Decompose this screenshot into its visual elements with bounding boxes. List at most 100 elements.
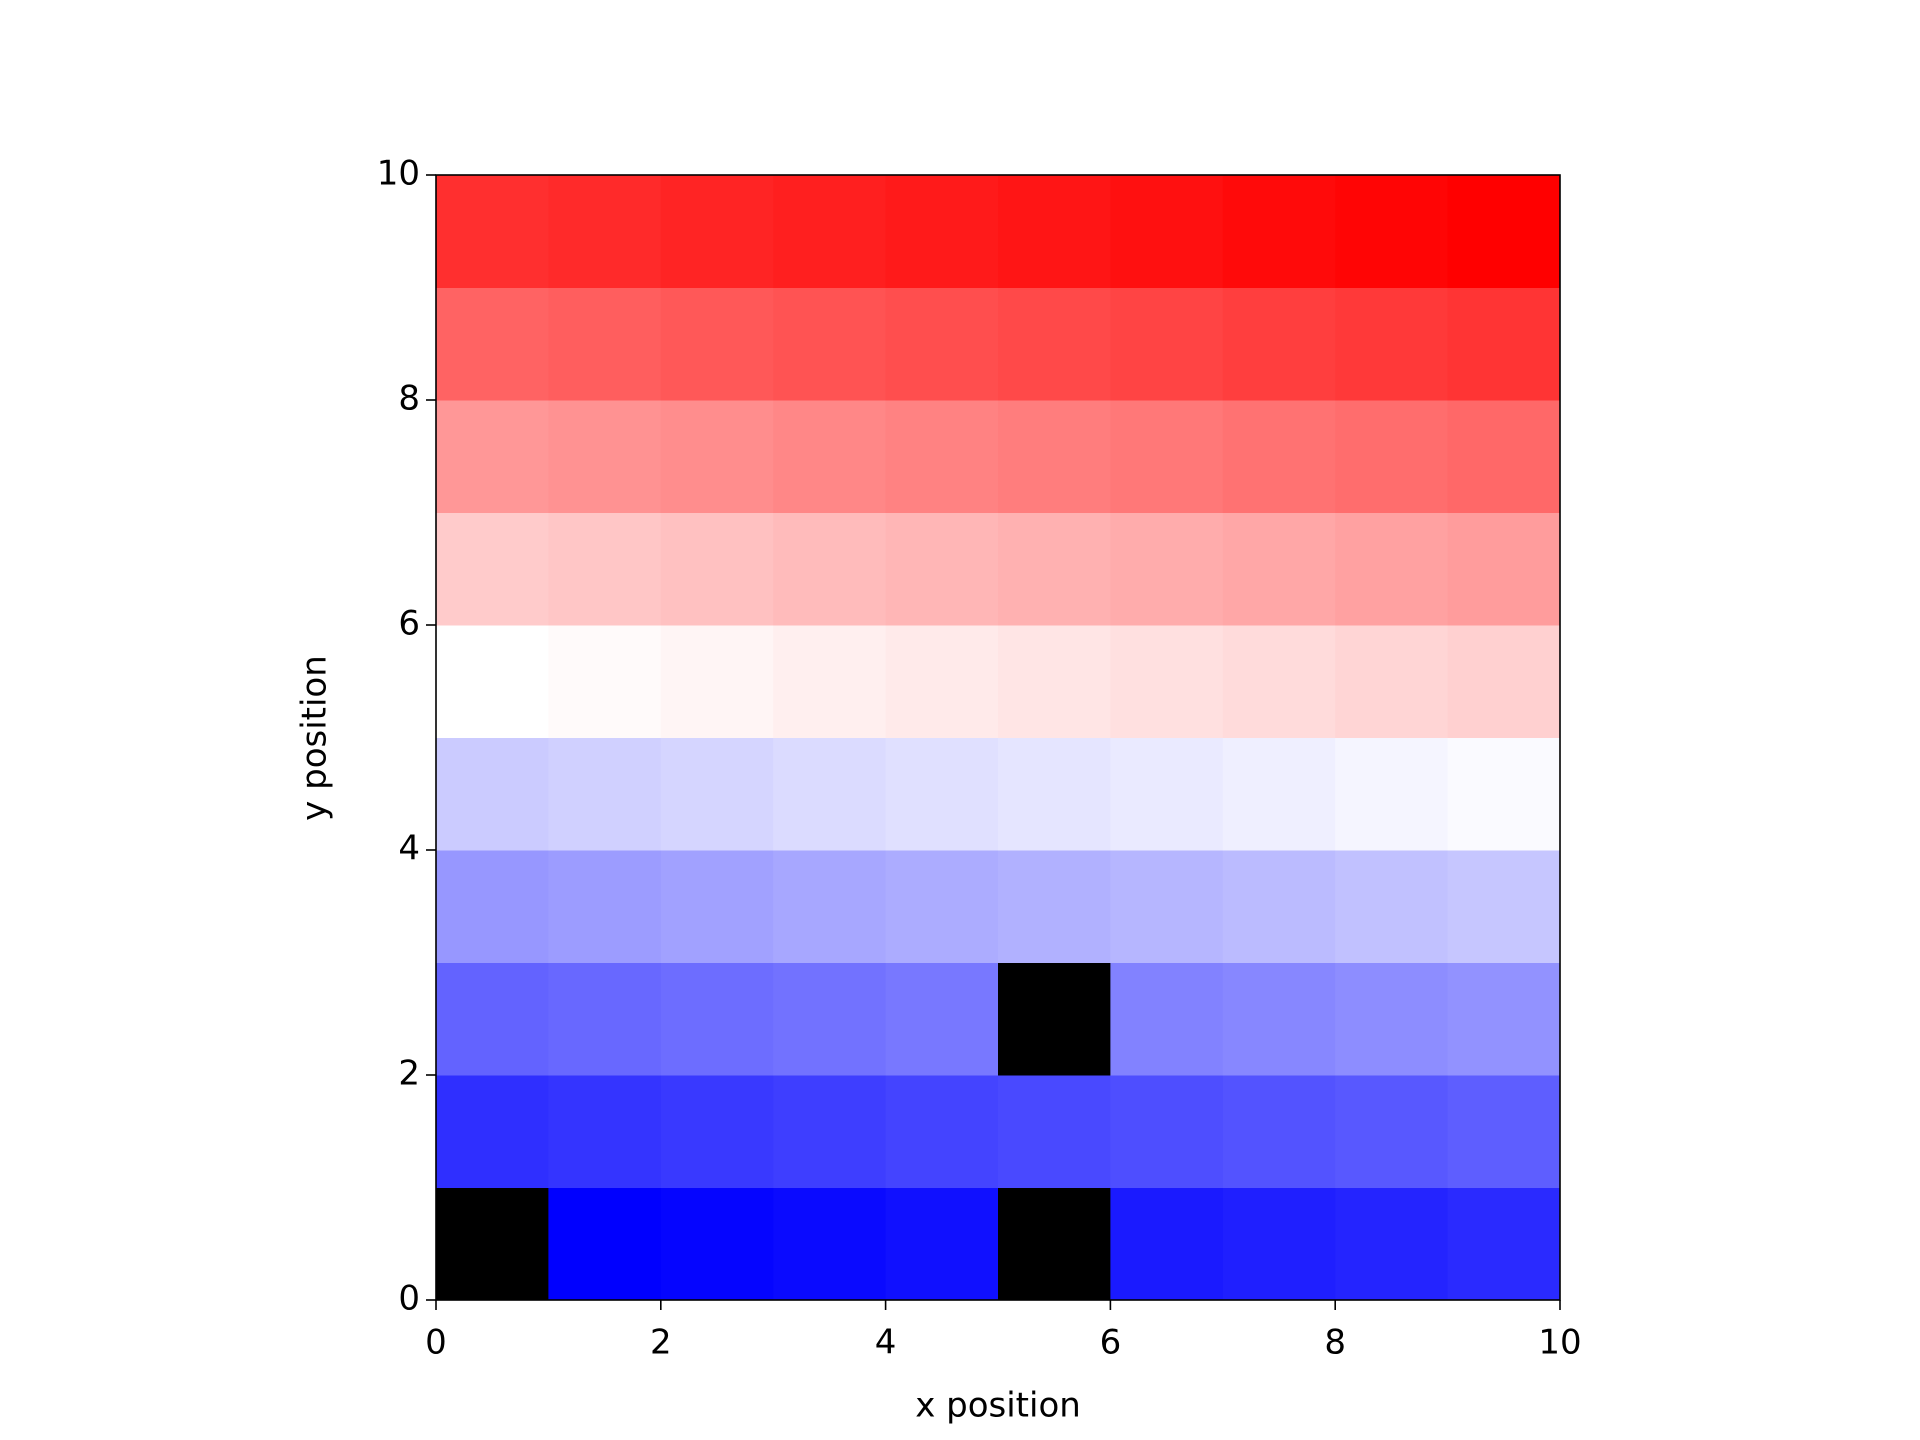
heatmap-cell: [1447, 625, 1561, 738]
heatmap-cell: [998, 287, 1111, 401]
heatmap-cell: [1110, 512, 1224, 626]
heatmap-cell: [660, 512, 774, 626]
y-tick-label: 4: [398, 829, 420, 869]
heatmap-cell: [1335, 1075, 1449, 1188]
heatmap-cell: [660, 400, 774, 513]
heatmap-cell: [660, 175, 774, 288]
heatmap-cell: [1447, 400, 1561, 513]
heatmap-cell: [773, 400, 887, 513]
heatmap-cell: [1222, 962, 1336, 1076]
heatmap-cell: [773, 287, 887, 401]
heatmap-cell: [1447, 175, 1561, 288]
heatmap-cell: [773, 850, 887, 963]
heatmap-cell: [1222, 400, 1336, 513]
y-tick-label: 0: [398, 1279, 420, 1319]
heatmap-cell: [1335, 1187, 1449, 1301]
heatmap-cell: [436, 850, 549, 963]
heatmap-cell: [1222, 1187, 1336, 1301]
heatmap-cell: [1335, 400, 1449, 513]
heatmap-cell: [1222, 1075, 1336, 1188]
heatmap-cell: [436, 400, 549, 513]
heatmap-cell: [773, 175, 887, 288]
heatmap-cell: [885, 287, 999, 401]
heatmap-cell: [436, 512, 549, 626]
heatmap-cell: [1110, 850, 1224, 963]
x-tick-label: 8: [1324, 1323, 1346, 1363]
heatmap-cell: [1222, 287, 1336, 401]
heatmap-cell: [1110, 625, 1224, 738]
heatmap-cell: [1335, 850, 1449, 963]
heatmap-cell: [548, 175, 662, 288]
heatmap-cell: [998, 175, 1111, 288]
heatmap-cell: [548, 962, 662, 1076]
x-tick-label: 6: [1100, 1323, 1122, 1363]
heatmap-cell: [548, 1075, 662, 1188]
heatmap-cell: [1447, 512, 1561, 626]
heatmap-cell: [1110, 737, 1224, 851]
heatmap-cell: [1335, 287, 1449, 401]
heatmap-cell: [1335, 737, 1449, 851]
masked-cell: [998, 1187, 1111, 1301]
y-tick-label: 2: [398, 1054, 420, 1094]
heatmap-cell: [1110, 1075, 1224, 1188]
heatmap-cell: [1110, 400, 1224, 513]
heatmap-cell: [1222, 175, 1336, 288]
heatmap-cell: [885, 400, 999, 513]
heatmap-cell: [1335, 175, 1449, 288]
y-tick-label: 8: [398, 379, 420, 419]
y-tick-label: 10: [377, 154, 420, 194]
heatmap-cell: [548, 287, 662, 401]
heatmap-cell: [998, 850, 1111, 963]
heatmap-cell: [773, 512, 887, 626]
heatmap-cell: [1110, 962, 1224, 1076]
heatmap-cell: [1447, 850, 1561, 963]
heatmap-cell: [1335, 962, 1449, 1076]
x-tick-label: 10: [1538, 1323, 1581, 1363]
heatmap-cell: [436, 737, 549, 851]
heatmap-cell: [436, 962, 549, 1076]
x-tick-label: 2: [650, 1323, 672, 1363]
heatmap-cell: [885, 1187, 999, 1301]
heatmap-cell: [436, 287, 549, 401]
heatmap-cell: [1222, 850, 1336, 963]
heatmap-cell: [548, 737, 662, 851]
heatmap-cell: [660, 1187, 774, 1301]
heatmap-cell: [660, 287, 774, 401]
heatmap-cell: [660, 1075, 774, 1188]
heatmap-cell: [998, 1075, 1111, 1188]
heatmap-cell: [1447, 737, 1561, 851]
heatmap-cell: [998, 625, 1111, 738]
heatmap-cell: [998, 512, 1111, 626]
heatmap-cell: [548, 625, 662, 738]
y-axis-label: y position: [295, 655, 335, 821]
heatmap-cell: [885, 175, 999, 288]
heatmap-cell: [1222, 625, 1336, 738]
heatmap-cell: [548, 1187, 662, 1301]
heatmap-cell: [1447, 1187, 1561, 1301]
x-axis-label: x position: [915, 1386, 1081, 1426]
masked-cell: [436, 1187, 549, 1301]
heatmap-cell: [1447, 962, 1561, 1076]
heatmap-cell: [660, 850, 774, 963]
masked-cell: [998, 962, 1111, 1076]
heatmap-cell: [1447, 1075, 1561, 1188]
heatmap-cell: [998, 737, 1111, 851]
heatmap-cell: [773, 1187, 887, 1301]
heatmap-cell: [548, 400, 662, 513]
heatmap-cell: [773, 737, 887, 851]
heatmap-cell: [998, 400, 1111, 513]
heatmap-cell: [1335, 512, 1449, 626]
heatmap-cell: [660, 737, 774, 851]
heatmap-cell: [1335, 625, 1449, 738]
heatmap-cell: [885, 1075, 999, 1188]
x-tick-label: 4: [875, 1323, 897, 1363]
heatmap-cell: [885, 737, 999, 851]
x-tick-label: 0: [425, 1323, 447, 1363]
heatmap-cell: [660, 625, 774, 738]
heatmap-cell: [885, 625, 999, 738]
heatmap-cell: [1447, 287, 1561, 401]
heatmap-cell: [885, 850, 999, 963]
heatmap-cell: [885, 962, 999, 1076]
y-tick-label: 6: [398, 604, 420, 644]
